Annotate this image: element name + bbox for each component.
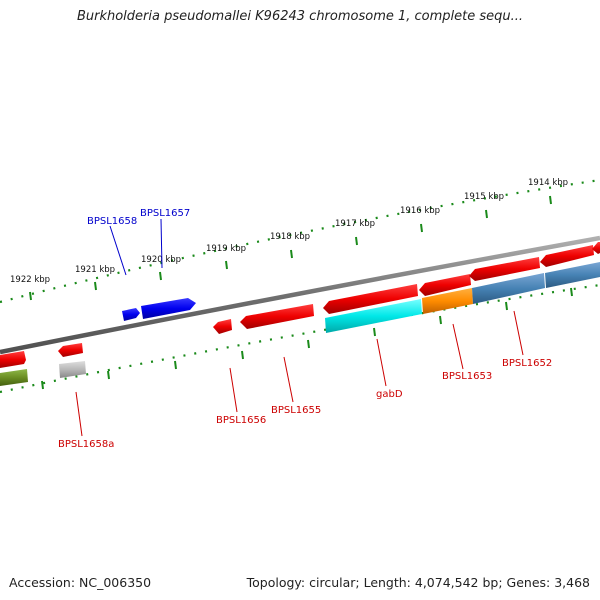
genome-summary-text: Topology: circular; Length: 4,074,542 bp… <box>246 575 590 590</box>
gene-label-bpsl1653[interactable]: BPSL1653 <box>442 371 492 382</box>
forward-leader-lines <box>109 218 163 276</box>
reverse-leader-lines <box>75 310 524 437</box>
feature-grey-block[interactable] <box>59 361 86 378</box>
gene-label-bpsl1658[interactable]: BPSL1658 <box>87 216 137 227</box>
feature-gabd-cyan-block[interactable] <box>325 299 422 333</box>
inner-major-ticks <box>41 287 573 390</box>
feature-bpsl1653-orange-block[interactable] <box>422 288 473 314</box>
feature-olive-block[interactable] <box>0 369 28 386</box>
kbp-label-1917: 1917 kbp <box>335 219 375 229</box>
gene-bpsl1652-upper-arrow[interactable] <box>469 257 540 281</box>
kbp-label-1920: 1920 kbp <box>141 255 181 265</box>
gene-label-bpsl1655[interactable]: BPSL1655 <box>271 405 321 416</box>
kbp-label-1916: 1916 kbp <box>400 206 440 216</box>
gene-right-red-arrow-2[interactable] <box>592 242 600 254</box>
gene-gabd-upper-arrow[interactable] <box>323 284 418 314</box>
kbp-label-1921: 1921 kbp <box>75 265 115 275</box>
chromosome-backbone <box>0 235 600 355</box>
feature-bpsl1652-steelblue-block[interactable] <box>472 273 545 304</box>
kbp-label-1915: 1915 kbp <box>464 192 504 202</box>
outer-major-ticks <box>29 195 552 301</box>
kbp-label-1922: 1922 kbp <box>10 275 50 285</box>
inner-tick-track <box>0 283 600 394</box>
map-title: Burkholderia pseudomallei K96243 chromos… <box>76 9 524 24</box>
kbp-label-1918: 1918 kbp <box>270 232 310 242</box>
gene-label-bpsl1656[interactable]: BPSL1656 <box>216 415 266 426</box>
kbp-label-1914: 1914 kbp <box>528 178 568 188</box>
gene-label-bpsl1652[interactable]: BPSL1652 <box>502 358 552 369</box>
gene-bpsl1653-upper-arrow[interactable] <box>419 274 471 296</box>
gene-bpsl1657-arrow[interactable] <box>141 298 196 319</box>
gene-bpsl1658a-arrow[interactable] <box>58 343 83 357</box>
feature-right-steelblue-block[interactable] <box>545 262 600 288</box>
gene-bpsl1655-arrow[interactable] <box>240 304 314 329</box>
gene-left-red-arrow[interactable] <box>0 351 26 368</box>
gene-label-bpsl1657[interactable]: BPSL1657 <box>140 208 190 219</box>
gene-label-bpsl1658a[interactable]: BPSL1658a <box>58 439 114 450</box>
kbp-label-1919: 1919 kbp <box>206 244 246 254</box>
gene-right-red-arrow-1[interactable] <box>540 245 594 267</box>
gene-bpsl1656-arrow[interactable] <box>213 319 232 334</box>
gene-bpsl1658-arrow[interactable] <box>122 308 140 321</box>
accession-text: Accession: NC_006350 <box>9 575 152 590</box>
gene-label-gabd[interactable]: gabD <box>376 389 403 400</box>
